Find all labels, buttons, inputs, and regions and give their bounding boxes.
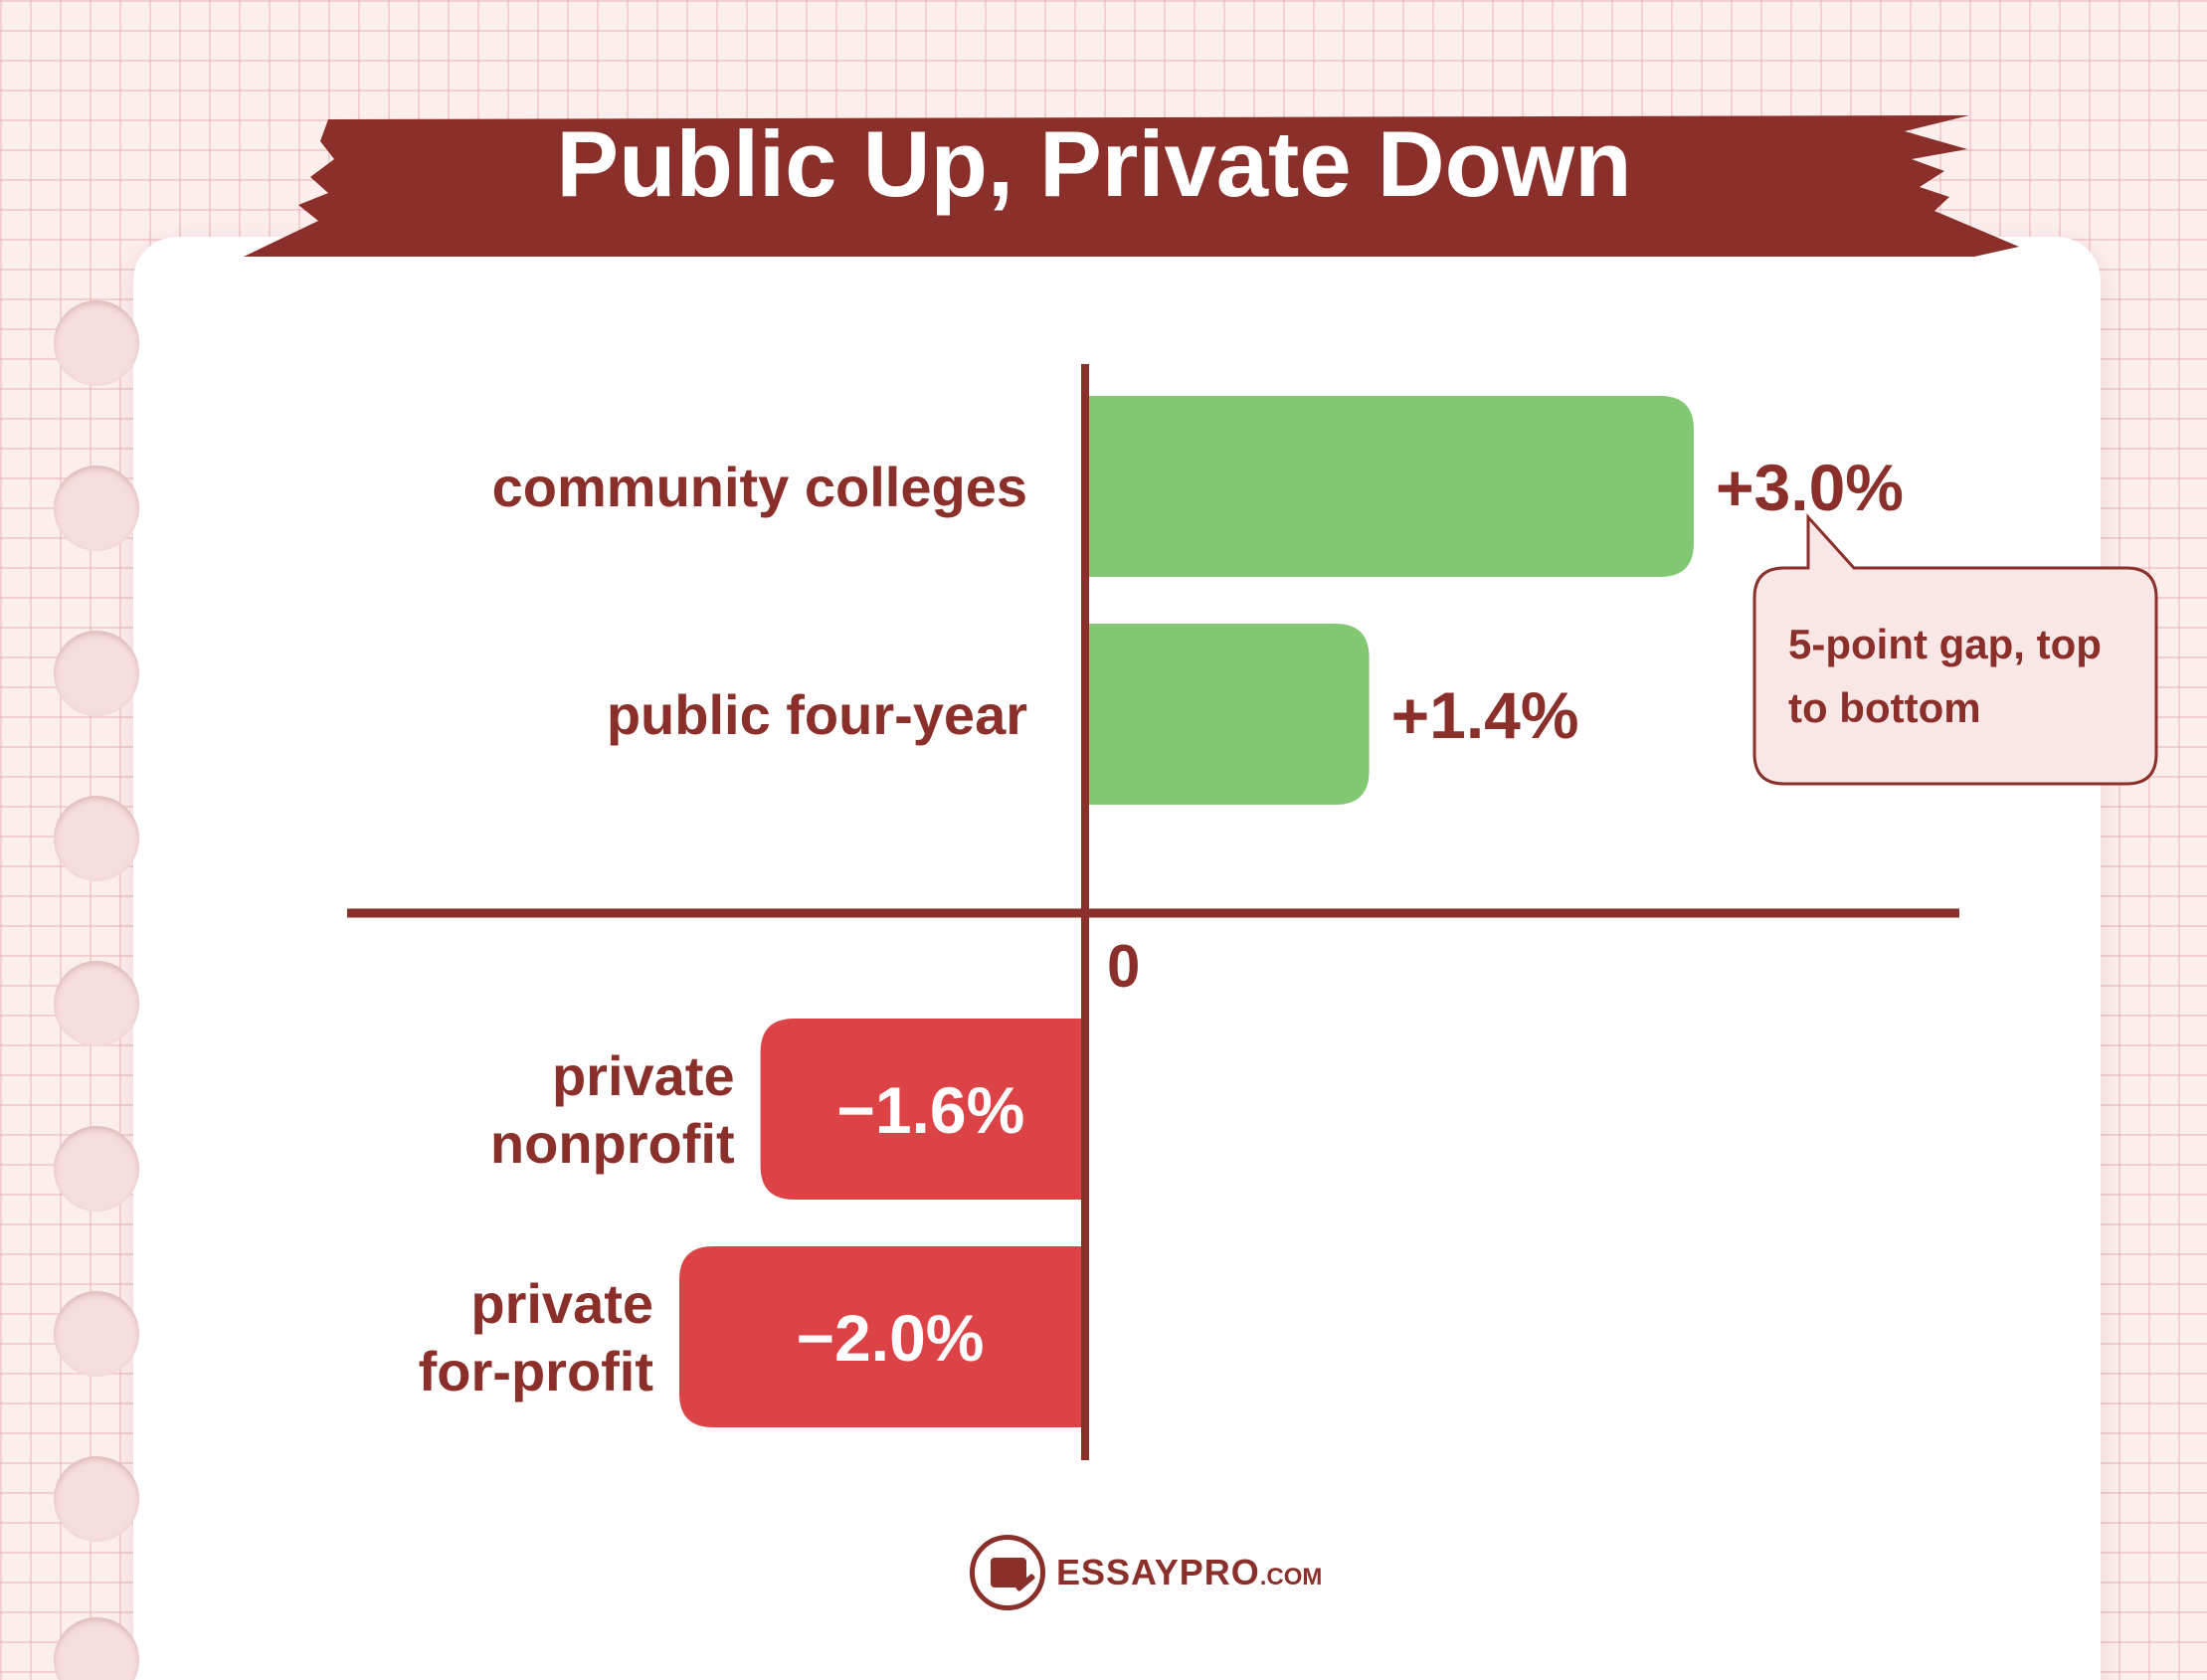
category-label: private	[470, 1272, 653, 1335]
value-label: +3.0%	[1716, 451, 1904, 524]
category-label: private	[552, 1044, 735, 1107]
binder-hole	[54, 631, 139, 716]
chart-title: Public Up, Private Down	[556, 111, 1632, 216]
binder-hole	[54, 1617, 139, 1680]
value-label: −1.6%	[836, 1073, 1024, 1147]
category-label: public four-year	[607, 683, 1027, 746]
callout-bubble	[1752, 513, 2158, 786]
category-label: nonprofit	[490, 1112, 735, 1175]
footer-brand: ESSAYPRO.COM	[1056, 1552, 1322, 1593]
bar-0	[1085, 396, 1694, 577]
brand-suffix: .COM	[1259, 1564, 1323, 1590]
bar-3	[679, 1246, 1085, 1427]
category-label: for-profit	[419, 1340, 653, 1402]
callout-text: 5-point gap, top to bottom	[1788, 621, 2102, 731]
binder-hole	[54, 1126, 139, 1212]
bar-1	[1085, 624, 1370, 805]
essaypro-logo-icon	[970, 1535, 1045, 1610]
binder-hole	[54, 466, 139, 551]
binder-hole	[54, 300, 139, 386]
binder-hole	[54, 796, 139, 881]
bar-2	[760, 1019, 1085, 1200]
binder-hole	[54, 1456, 139, 1542]
zero-tick-label: 0	[1107, 933, 1140, 1000]
value-label: +1.4%	[1391, 678, 1579, 752]
title-banner	[244, 115, 2019, 257]
brand-main: ESSAYPRO	[1056, 1552, 1260, 1592]
value-label: −2.0%	[797, 1301, 985, 1375]
banner-shape	[244, 115, 2019, 257]
category-label: community colleges	[492, 456, 1027, 518]
binder-hole	[54, 961, 139, 1046]
binder-hole	[54, 1291, 139, 1377]
